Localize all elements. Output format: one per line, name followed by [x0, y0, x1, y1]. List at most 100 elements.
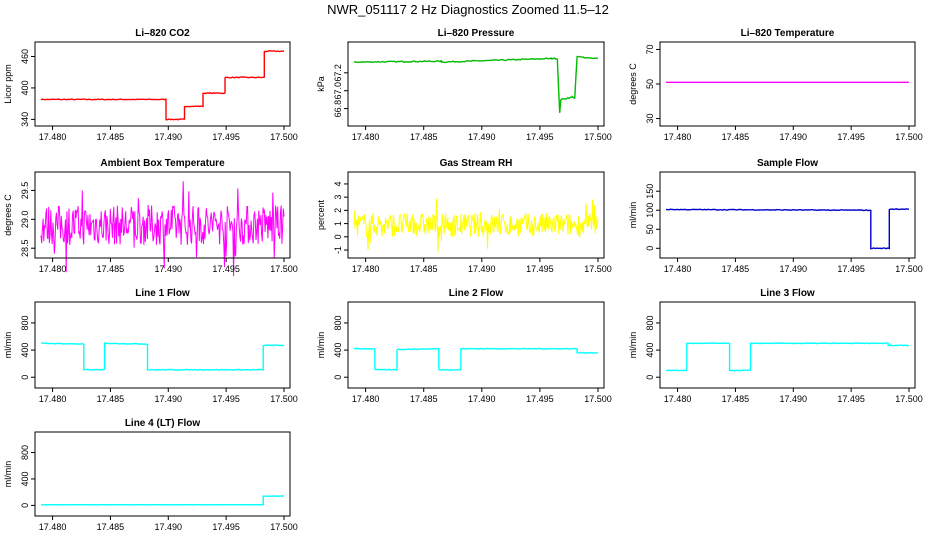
- x-tick-label: 17.490: [468, 132, 496, 142]
- x-tick-label: 17.500: [895, 394, 923, 404]
- chart-panel-7: Line 1 Flow ml/min 17.480 17.485 17.490 17.49…: [3, 288, 298, 404]
- x-tick-label: 17.485: [97, 132, 125, 142]
- series-line: [354, 347, 599, 371]
- x-tick-label: 17.495: [212, 264, 240, 274]
- x-tick-label: 17.490: [780, 394, 808, 404]
- y-tick-label: 50: [645, 79, 655, 89]
- x-tick-label: 17.495: [526, 394, 554, 404]
- y-tick-label: 800: [645, 315, 655, 330]
- x-tick-label: 17.490: [155, 394, 183, 404]
- y-tick-label: 28.5: [20, 239, 30, 257]
- x-tick-label: 17.500: [270, 132, 298, 142]
- panel-title: Gas Stream RH: [440, 158, 513, 169]
- x-tick-label: 17.495: [526, 264, 554, 274]
- y-tick-label: 0: [333, 234, 343, 239]
- x-tick-label: 17.490: [780, 264, 808, 274]
- plot-frame: [347, 171, 605, 259]
- panel-title: Li–820 CO2: [135, 28, 190, 39]
- x-tick-label: 17.480: [39, 522, 67, 532]
- x-tick-label: 17.485: [722, 394, 750, 404]
- x-tick-label: 17.480: [352, 264, 380, 274]
- x-tick-label: 17.500: [584, 394, 612, 404]
- y-tick-label: 800: [20, 445, 30, 460]
- y-tick-label: 3: [333, 195, 343, 200]
- y-axis-label: ml/min: [3, 461, 13, 488]
- series-line: [40, 181, 285, 277]
- x-tick-label: 17.490: [155, 132, 183, 142]
- chart-panel-9: Line 3 Flow ml/min 17.480 17.485 17.490 17.49…: [628, 288, 923, 404]
- y-axis-label: kPa: [316, 76, 326, 92]
- x-tick-label: 17.485: [97, 522, 125, 532]
- y-tick-label: 800: [333, 315, 343, 330]
- x-tick-label: 17.485: [97, 394, 125, 404]
- x-tick-label: 17.480: [352, 394, 380, 404]
- y-tick-label: 400: [20, 80, 30, 95]
- series-line: [40, 342, 285, 371]
- y-tick-label: 400: [20, 343, 30, 358]
- plot-frame: [34, 171, 291, 259]
- chart-panel-5: Gas Stream RH percent 17.480 17.485 17.490 17…: [316, 158, 612, 274]
- x-tick-label: 17.485: [722, 264, 750, 274]
- y-tick-label: 4: [333, 181, 343, 186]
- series-line: [353, 55, 599, 113]
- series-line: [40, 495, 285, 506]
- y-tick-label: 50: [645, 224, 655, 234]
- series-line: [40, 50, 285, 121]
- x-tick-label: 17.495: [212, 522, 240, 532]
- y-axis-label: ml/min: [316, 332, 326, 359]
- x-tick-label: 17.500: [895, 132, 923, 142]
- y-tick-label: 400: [333, 343, 343, 358]
- plot-frame: [659, 41, 916, 127]
- chart-panel-1: Li–820 CO2 Licor ppm 17.480 17.485 17.490 17.…: [3, 28, 298, 142]
- x-tick-label: 17.480: [664, 132, 692, 142]
- panel-title: Li–820 Pressure: [438, 28, 515, 39]
- y-tick-label: 0: [20, 503, 30, 508]
- x-tick-label: 17.485: [722, 132, 750, 142]
- chart-panel-4: Ambient Box Temperature degrees C 17.480 17…: [3, 158, 298, 277]
- x-tick-label: 17.495: [526, 132, 554, 142]
- y-tick-label: 30: [645, 114, 655, 124]
- y-axis-label: ml/min: [3, 332, 13, 359]
- y-tick-label: 340: [20, 112, 30, 127]
- x-tick-label: 17.495: [837, 394, 865, 404]
- x-tick-label: 17.500: [895, 264, 923, 274]
- y-tick-label: 67.0: [333, 82, 343, 100]
- panel-title: Li–820 Temperature: [741, 28, 835, 39]
- plot-frame: [34, 301, 291, 389]
- chart-panels: Li–820 CO2 Licor ppm 17.480 17.485 17.490 17.…: [3, 28, 923, 532]
- x-tick-label: 17.485: [410, 264, 438, 274]
- series-line: [353, 198, 599, 253]
- chart-panel-8: Line 2 Flow ml/min 17.480 17.485 17.490 17.49…: [316, 288, 612, 404]
- panel-title: Ambient Box Temperature: [100, 158, 225, 169]
- plot-frame: [347, 41, 605, 127]
- x-tick-label: 17.490: [780, 132, 808, 142]
- y-tick-label: 100: [645, 203, 655, 218]
- panel-title: Line 4 (LT) Flow: [125, 418, 201, 429]
- x-tick-label: 17.495: [837, 132, 865, 142]
- x-tick-label: 17.480: [352, 132, 380, 142]
- chart-panel-6: Sample Flow ml/min 17.480 17.485 17.490 17.49…: [628, 158, 923, 274]
- y-axis-label: ml/min: [628, 202, 638, 229]
- chart-panel-3: Li–820 Temperature degrees C 17.480 17.485 1…: [628, 28, 923, 142]
- x-tick-label: 17.480: [39, 394, 67, 404]
- x-tick-label: 17.490: [155, 264, 183, 274]
- plot-frame: [347, 301, 605, 389]
- x-tick-label: 17.495: [837, 264, 865, 274]
- y-tick-label: 0: [333, 375, 343, 380]
- y-axis-label: Licor ppm: [3, 64, 13, 104]
- plot-frame: [659, 171, 916, 259]
- figure-title: NWR_051117 2 Hz Diagnostics Zoomed 11.5–…: [327, 2, 609, 17]
- y-tick-label: 29.0: [20, 211, 30, 229]
- y-tick-label: 2: [333, 208, 343, 213]
- y-axis-label: ml/min: [628, 332, 638, 359]
- x-tick-label: 17.485: [410, 394, 438, 404]
- y-tick-label: 1: [333, 221, 343, 226]
- x-tick-label: 17.480: [664, 394, 692, 404]
- x-tick-label: 17.485: [97, 264, 125, 274]
- x-tick-label: 17.490: [468, 264, 496, 274]
- x-tick-label: 17.500: [270, 522, 298, 532]
- series-line: [665, 342, 909, 372]
- y-tick-label: 150: [645, 184, 655, 199]
- x-tick-label: 17.490: [155, 522, 183, 532]
